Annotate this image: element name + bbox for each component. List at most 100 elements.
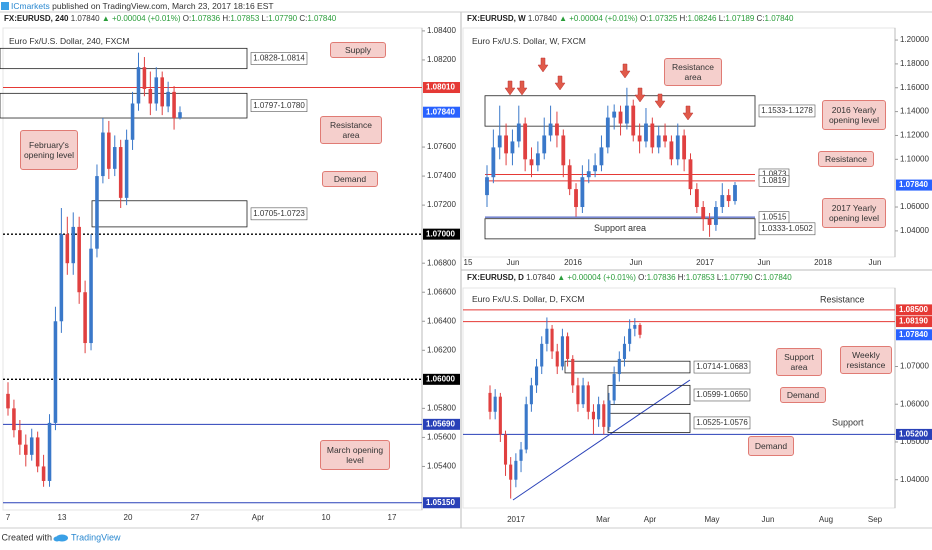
annotation: Support bbox=[832, 417, 864, 427]
x-tick-label: 15 bbox=[464, 258, 473, 267]
candle-body bbox=[130, 103, 135, 140]
candle-body bbox=[510, 141, 515, 154]
candle-body bbox=[644, 123, 648, 142]
y-tick-label: 1.18000 bbox=[900, 59, 929, 68]
x-tick-label: Sep bbox=[868, 515, 883, 524]
x-tick-label: Aug bbox=[819, 515, 833, 524]
tv-logo bbox=[53, 534, 68, 542]
last-price: 1.07840 bbox=[526, 273, 556, 282]
panel-header: FX:EURUSD, D 1.07840 ▲ +0.00004 (+0.01%)… bbox=[467, 273, 792, 282]
candle-body bbox=[567, 165, 572, 190]
ohlc-key: L: bbox=[718, 14, 726, 23]
candle-body bbox=[497, 135, 502, 148]
ohlc-key: O: bbox=[639, 14, 649, 23]
candle-body bbox=[637, 135, 642, 142]
x-tick-label: Jun bbox=[762, 515, 775, 524]
candle-body bbox=[663, 135, 667, 142]
candle-body bbox=[160, 77, 164, 107]
y-tick-label: 1.16000 bbox=[900, 83, 929, 92]
zone bbox=[0, 92, 248, 119]
price-badge-label: 1.07840 bbox=[899, 330, 928, 339]
price-badge-label: 1.05690 bbox=[426, 419, 455, 428]
candle-body bbox=[83, 292, 87, 344]
x-tick-label: May bbox=[704, 515, 719, 524]
arrow bbox=[504, 80, 516, 96]
callout: February's opening level bbox=[20, 130, 78, 170]
x-tick-label: Jun bbox=[630, 258, 643, 267]
price-badge-label: 1.07840 bbox=[899, 180, 928, 189]
footer-brand[interactable]: TradingView bbox=[71, 532, 121, 542]
price-badge-label: 1.05150 bbox=[426, 498, 455, 507]
price-badge bbox=[423, 373, 460, 385]
zone bbox=[0, 47, 248, 70]
zone-label: 1.1533-1.1278 bbox=[761, 106, 813, 115]
ohlc-value: 1.07836 bbox=[646, 273, 676, 282]
candle-body bbox=[682, 135, 687, 160]
candle-body bbox=[602, 404, 606, 427]
symbol: FX:EURUSD, W bbox=[467, 14, 526, 23]
zone-label: 1.0525-1.0576 bbox=[696, 418, 748, 427]
candle-body bbox=[523, 123, 528, 160]
candle-body bbox=[77, 226, 81, 293]
candle-body bbox=[172, 91, 176, 119]
candle-body bbox=[136, 67, 141, 104]
zone-label-box bbox=[693, 416, 751, 430]
price-change: ▲ +0.00004 (+0.01%) bbox=[557, 273, 636, 282]
last-price: 1.07840 bbox=[70, 14, 100, 23]
x-tick-label: 17 bbox=[388, 513, 397, 522]
legend: Euro Fx/U.S. Dollar, D, FXCM bbox=[472, 294, 585, 304]
x-tick-label: 13 bbox=[58, 513, 67, 522]
arrow bbox=[634, 87, 646, 103]
candle-body bbox=[733, 185, 737, 202]
candle-body bbox=[47, 422, 52, 481]
level-label: 1.0873 bbox=[762, 170, 787, 179]
arrow bbox=[682, 105, 694, 121]
candle-body bbox=[656, 135, 661, 148]
candle-body bbox=[597, 404, 601, 420]
callout: 2016 Yearly opening level bbox=[822, 100, 886, 130]
ohlc-value: 1.07325 bbox=[648, 14, 678, 23]
candle-body bbox=[591, 411, 595, 420]
panel-header: FX:EURUSD, 240 1.07840 ▲ +0.00004 (+0.01… bbox=[4, 14, 336, 23]
ohlc-key: O: bbox=[638, 273, 647, 282]
callout: March opening level bbox=[320, 440, 390, 470]
x-tick-label: Apr bbox=[252, 513, 265, 522]
publisher-icon bbox=[1, 2, 9, 10]
candle-body bbox=[714, 207, 718, 225]
candle-body bbox=[650, 123, 655, 148]
candle-body bbox=[586, 171, 591, 178]
y-tick-label: 1.07000 bbox=[900, 362, 929, 371]
ohlc-value: 1.07189 bbox=[725, 14, 755, 23]
candle-body bbox=[545, 328, 549, 344]
callout: Support area bbox=[776, 348, 822, 376]
x-tick-label: 2016 bbox=[564, 258, 582, 267]
y-tick-label: 1.07400 bbox=[427, 171, 456, 180]
callout: Resistance area bbox=[664, 58, 722, 86]
page-header: ICmarkets published on TradingView.com, … bbox=[11, 1, 274, 11]
candle-body bbox=[118, 147, 123, 198]
y-tick-label: 1.07200 bbox=[427, 200, 456, 209]
x-tick-label: Mar bbox=[596, 515, 610, 524]
last-price: 1.07840 bbox=[527, 14, 557, 23]
candle-body bbox=[154, 77, 159, 104]
candle-body bbox=[516, 123, 521, 142]
candle-body bbox=[504, 135, 508, 154]
ohlc-value: 1.07790 bbox=[723, 273, 753, 282]
candle-body bbox=[605, 117, 610, 148]
y-tick-label: 1.12000 bbox=[900, 131, 929, 140]
callout: 2017 Yearly opening level bbox=[822, 198, 886, 228]
candle-body bbox=[503, 434, 508, 465]
candle-body bbox=[148, 88, 153, 104]
zone-label-box bbox=[693, 388, 751, 402]
publisher[interactable]: ICmarkets bbox=[11, 1, 50, 11]
x-tick-label: Jun bbox=[507, 258, 520, 267]
zone bbox=[607, 412, 691, 433]
candle-body bbox=[18, 430, 22, 445]
y-tick-label: 1.08400 bbox=[427, 26, 456, 35]
candle-body bbox=[612, 111, 617, 118]
legend: Euro Fx/U.S. Dollar, 240, FXCM bbox=[9, 36, 130, 46]
candle-body bbox=[89, 248, 93, 344]
zone-label-box bbox=[250, 99, 308, 112]
callout: Demand bbox=[748, 436, 794, 456]
